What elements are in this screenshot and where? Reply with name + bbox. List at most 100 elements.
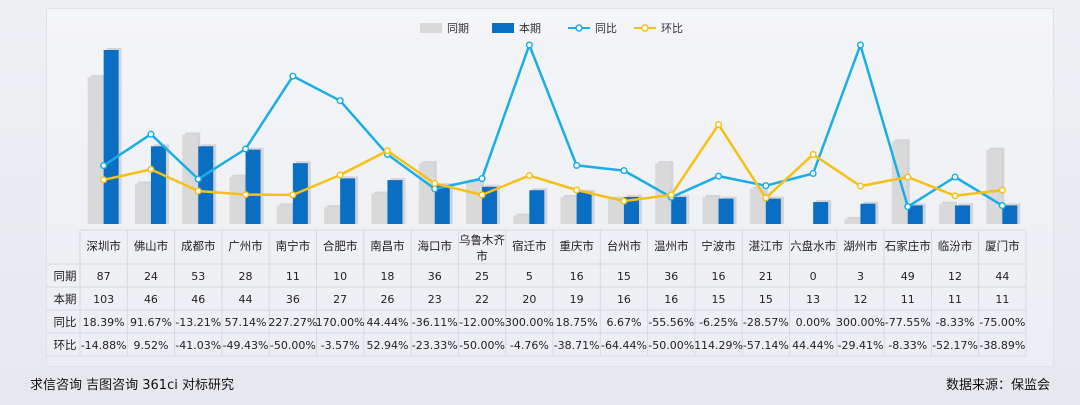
table-cell: 44.44% <box>792 339 834 352</box>
table-cell: 12 <box>853 293 867 306</box>
table-cell: 18.75% <box>556 316 598 329</box>
category-label: 佛山市 <box>134 239 169 253</box>
bar-同期 <box>891 141 907 224</box>
bar-本期 <box>860 203 876 224</box>
table-cell: 18 <box>380 270 394 283</box>
point-环比 <box>856 182 865 190</box>
legend-swatch-同期 <box>420 23 442 33</box>
table-cell: 11 <box>995 293 1009 306</box>
table-cell: 16 <box>617 293 631 306</box>
bar-本期 <box>340 178 356 224</box>
bar-本期 <box>292 163 308 224</box>
bar-本期 <box>103 50 119 224</box>
table-cell: 36 <box>428 270 442 283</box>
legend-label: 本期 <box>519 21 541 35</box>
legend-label: 同期 <box>447 22 469 35</box>
table-cell: 15 <box>759 293 773 306</box>
point-同比 <box>809 169 817 178</box>
bar-同期 <box>513 215 529 224</box>
point-同比 <box>904 203 912 211</box>
category-label: 乌鲁木齐 <box>459 233 505 247</box>
legend-marker-环比 <box>641 24 649 32</box>
table-cell: 46 <box>144 293 158 306</box>
point-环比 <box>525 171 533 180</box>
bar-本期 <box>529 190 545 224</box>
bar-同期 <box>182 134 198 224</box>
table-cell: 5 <box>526 270 533 283</box>
bar-本期 <box>765 198 781 224</box>
table-cell: -49.43% <box>223 339 269 352</box>
bar-同期 <box>324 207 340 224</box>
bar-同期 <box>276 205 292 224</box>
bar-本期 <box>198 146 214 224</box>
point-同比 <box>715 172 723 180</box>
bar-同期 <box>371 193 387 224</box>
point-环比 <box>715 120 723 129</box>
table-cell: -50.00% <box>648 339 694 352</box>
table-cell: 15 <box>712 293 726 306</box>
point-环比 <box>289 191 297 199</box>
table-cell: 28 <box>239 270 253 283</box>
point-环比 <box>667 191 675 199</box>
table-cell: 300.00% <box>505 316 554 329</box>
legend-swatch-本期 <box>492 23 514 33</box>
point-同比 <box>194 175 202 183</box>
chart-panel <box>46 8 1054 367</box>
table-cell: 16 <box>570 270 584 283</box>
point-环比 <box>998 186 1006 194</box>
table-cell: 52.94% <box>366 339 408 352</box>
bar-本期 <box>482 186 498 224</box>
point-环比 <box>242 191 250 199</box>
table-cell: 0 <box>810 270 817 283</box>
table-cell: 24 <box>144 270 158 283</box>
category-label: 临汾市 <box>938 239 973 253</box>
table-cell: -64.44% <box>601 339 647 352</box>
point-环比 <box>809 150 817 158</box>
table-cell: -77.55% <box>885 316 931 329</box>
legend-marker-同比 <box>575 24 583 32</box>
point-同比 <box>289 72 297 80</box>
category-label: 宁波市 <box>701 239 736 253</box>
table-cell: -4.76% <box>510 339 549 352</box>
bar-同期 <box>607 198 623 224</box>
table-cell: -8.33% <box>936 316 975 329</box>
footer-source-right: 数据来源：保监会 <box>945 378 1050 393</box>
table-cell: -38.89% <box>979 339 1025 352</box>
table-cell: -38.71% <box>554 339 600 352</box>
table-cell: 22 <box>475 293 489 306</box>
bar-同期 <box>749 188 765 224</box>
table-cell: 12 <box>948 270 962 283</box>
table-cell: 10 <box>333 270 347 283</box>
bar-本期 <box>623 196 639 224</box>
table-cell: -13.21% <box>175 316 221 329</box>
table-cell: 3 <box>857 270 864 283</box>
category-label: 宿迁市 <box>512 239 547 253</box>
bar-同期 <box>560 196 576 224</box>
bar-同期 <box>702 196 718 224</box>
table-cell: -50.00% <box>459 339 505 352</box>
bar-本期 <box>245 149 261 224</box>
table-cell: 16 <box>712 270 726 283</box>
table-cell: 170.00% <box>316 316 365 329</box>
table-cell: 44 <box>239 293 253 306</box>
bar-同期 <box>844 218 860 224</box>
table-row-label: 环比 <box>54 338 77 352</box>
footer-source-left: 求信咨询 吉图咨询 361ci 对标研究 <box>30 378 234 393</box>
bar-本期 <box>150 146 166 224</box>
table-cell: -50.00% <box>270 339 316 352</box>
legend-label: 同比 <box>595 22 617 35</box>
table-cell: 18.39% <box>83 316 125 329</box>
point-同比 <box>573 161 581 169</box>
category-label: 厦门市 <box>985 239 1020 253</box>
bar-本期 <box>1002 205 1018 224</box>
point-环比 <box>478 191 486 199</box>
point-环比 <box>762 194 770 202</box>
bar-本期 <box>434 185 450 224</box>
point-环比 <box>336 171 344 179</box>
point-同比 <box>762 182 770 190</box>
table-cell: 19 <box>570 293 584 306</box>
table-cell: 20 <box>522 293 536 306</box>
table-cell: 103 <box>93 293 114 306</box>
table-cell: 25 <box>475 270 489 283</box>
table-cell: 26 <box>380 293 394 306</box>
